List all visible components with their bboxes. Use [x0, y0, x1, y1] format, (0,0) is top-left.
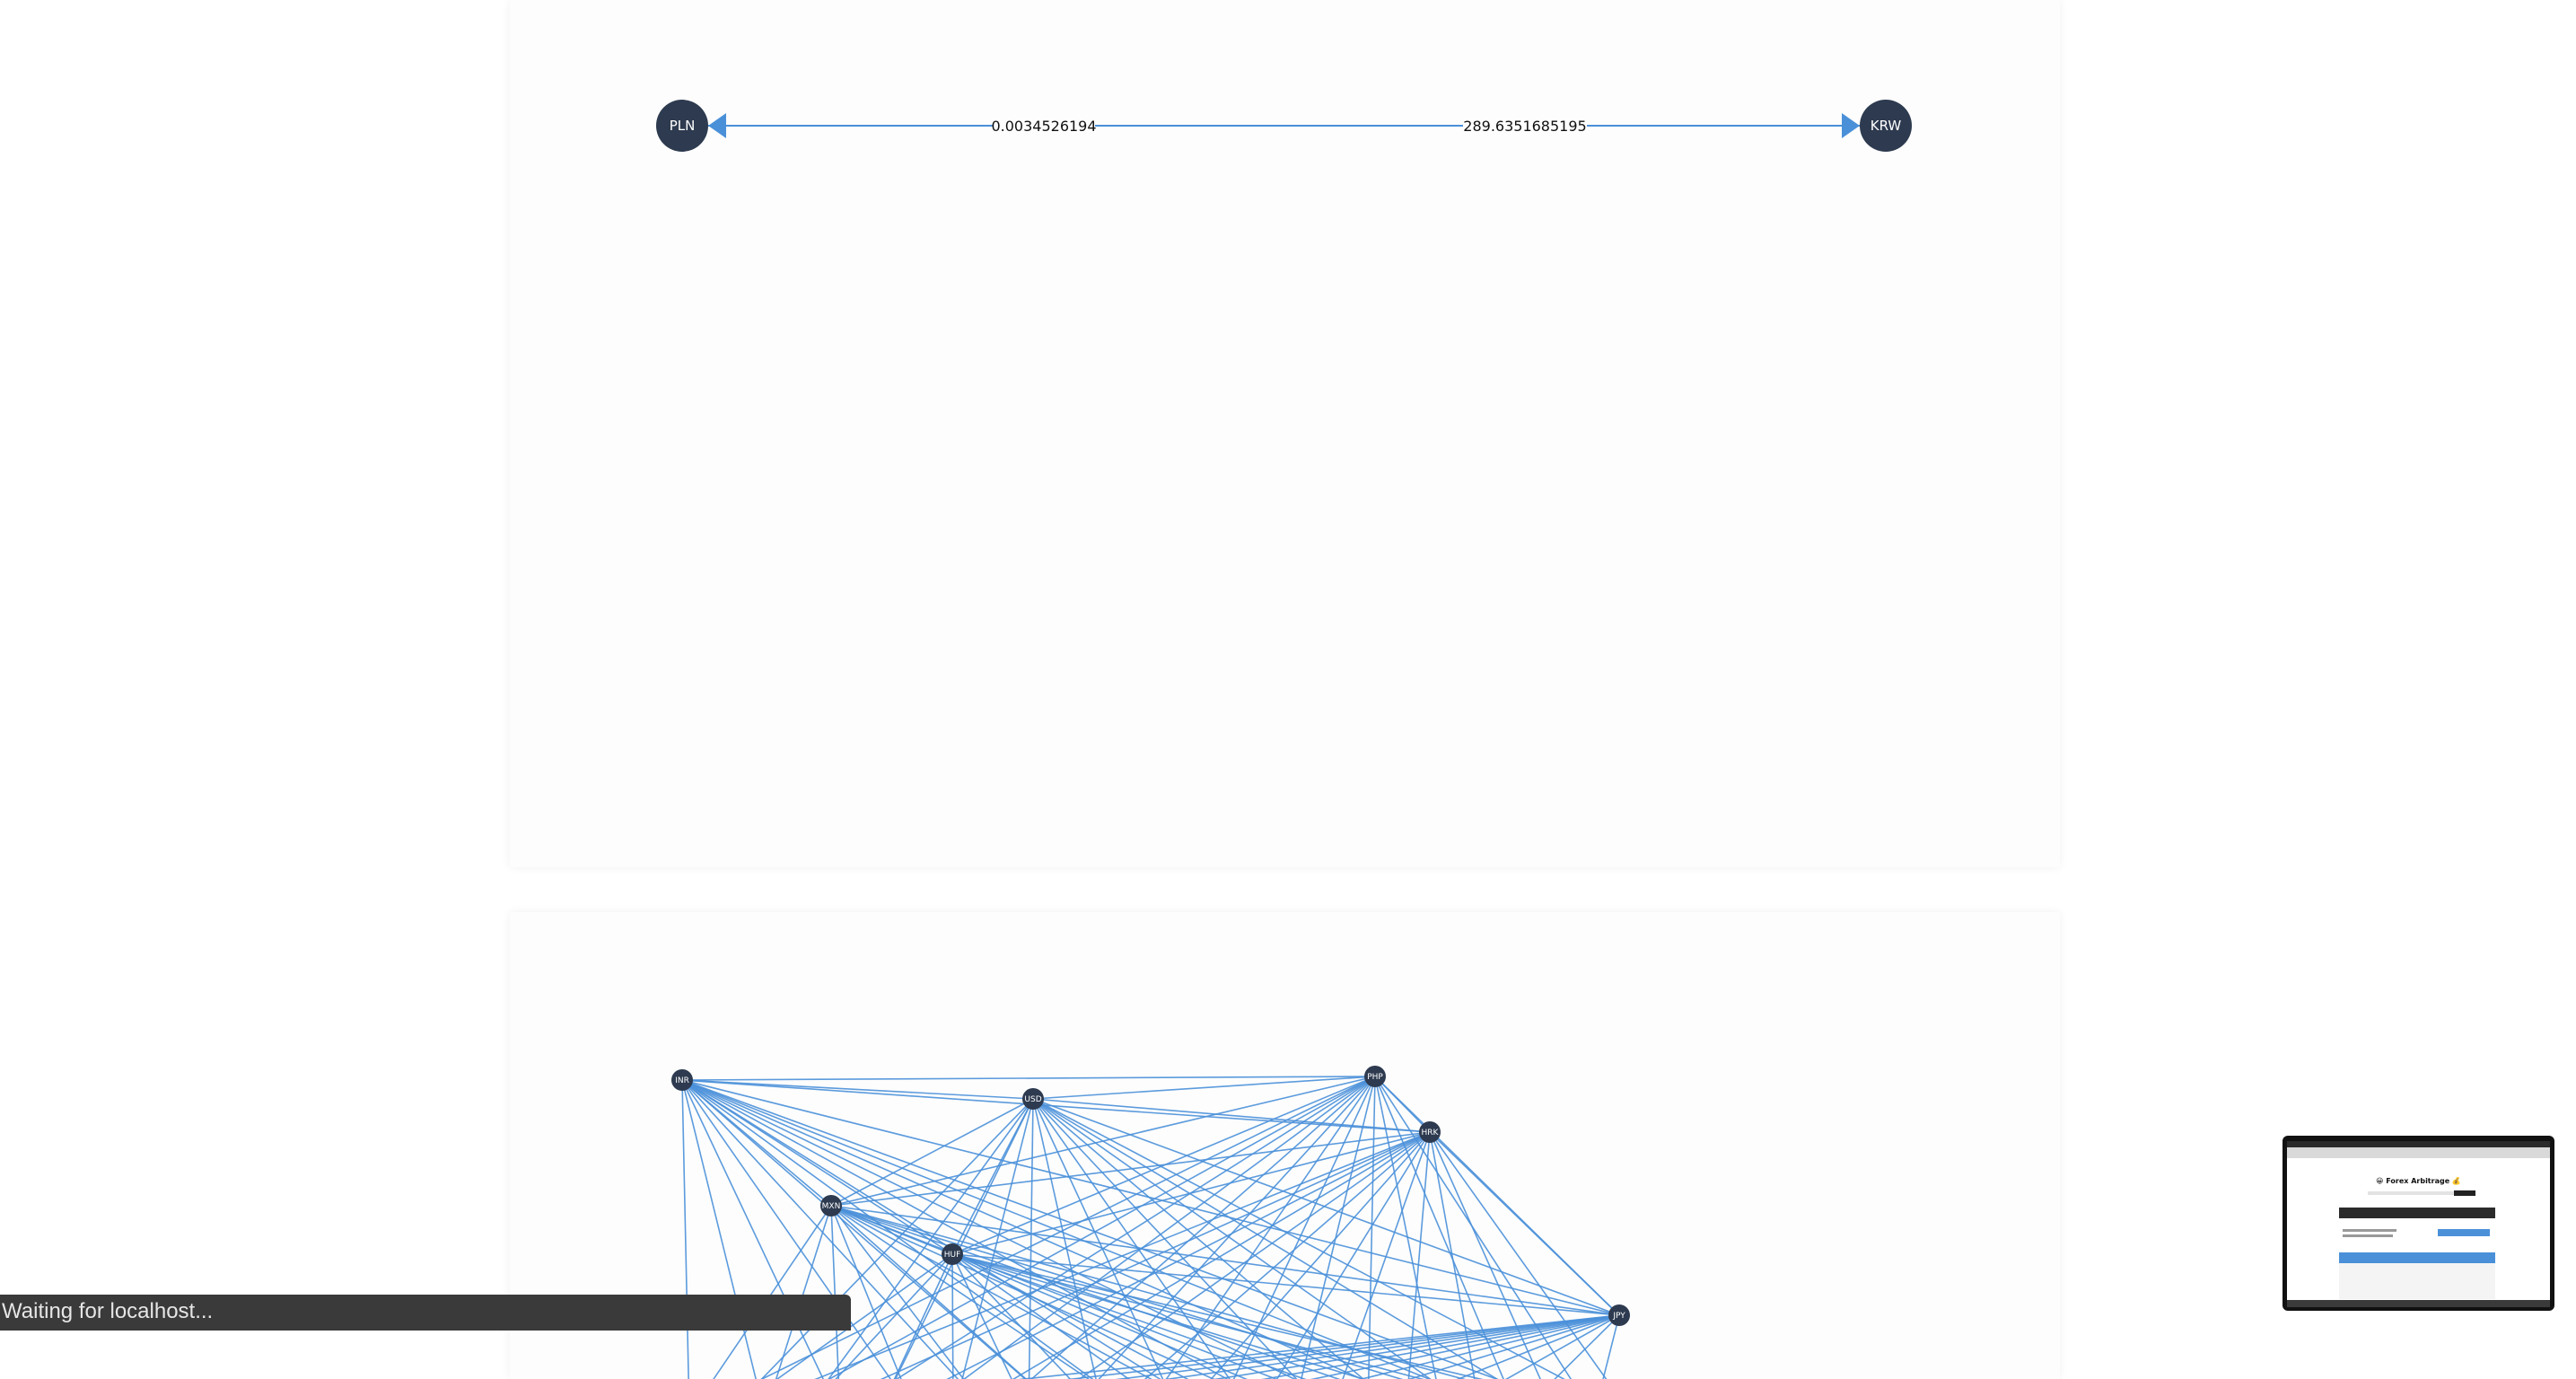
graph-edge — [681, 1079, 689, 1379]
node-mxn[interactable]: MXN — [820, 1195, 842, 1217]
graph-edge — [713, 1205, 832, 1379]
graph-edge — [830, 1098, 1034, 1207]
thumb-dock — [2287, 1300, 2550, 1307]
graph-edge — [830, 1205, 1404, 1379]
browser-status-bar: Waiting for localhost... — [0, 1295, 851, 1331]
graph-edge — [681, 1079, 1034, 1100]
graph-edge — [1032, 1098, 1431, 1133]
graph-edge — [681, 1079, 892, 1379]
graph-edge — [681, 1079, 825, 1379]
thumb-menu-bar — [2287, 1141, 2550, 1147]
graph-edge — [830, 1205, 1215, 1379]
thumb-button — [2454, 1190, 2475, 1196]
edge-label-bg — [993, 115, 1095, 136]
graph-edge — [830, 1205, 1028, 1379]
graph-edge — [951, 1253, 1620, 1316]
thumbnail-content: 😀 Forex Arbitrage 💰 — [2287, 1141, 2550, 1307]
node-label-inr: INR — [675, 1076, 689, 1085]
currency-graph-pln-krw[interactable]: 0.0034526194 289.6351685195 PLN KRW — [510, 0, 2060, 867]
node-label-jpy: JPY — [1612, 1312, 1625, 1321]
graph-edge — [1374, 1076, 1437, 1379]
thumb-input — [2368, 1191, 2454, 1195]
graph-edge — [951, 1253, 954, 1379]
graph-edge — [830, 1205, 1091, 1379]
graph-edge — [1032, 1076, 1376, 1100]
graph-edge — [830, 1205, 1620, 1316]
thumb-panel — [2339, 1263, 2495, 1299]
graph-edge — [830, 1205, 1278, 1379]
arrowhead-to-krw — [1842, 113, 1860, 138]
node-pln[interactable]: PLN — [656, 100, 708, 152]
node-php[interactable]: PHP — [1364, 1066, 1386, 1087]
node-label-huf: HUF — [944, 1251, 961, 1260]
thumb-browser-toolbar — [2287, 1147, 2550, 1158]
node-label-pln: PLN — [670, 118, 696, 134]
graph-edge — [681, 1079, 1431, 1133]
graph-edge — [830, 1205, 902, 1379]
edge-label-krw-to-pln: 0.0034526194 — [991, 118, 1096, 135]
graph-edge — [830, 1205, 965, 1379]
graph-edge — [1032, 1098, 1365, 1379]
graph-edge — [830, 1205, 1152, 1379]
screenshot-thumbnail-preview[interactable]: 😀 Forex Arbitrage 💰 — [2282, 1136, 2554, 1311]
graph-edge — [1429, 1131, 1620, 1316]
arrowhead-to-pln — [708, 113, 726, 138]
graph-edge — [830, 1205, 840, 1379]
edge-label-pln-to-krw: 289.6351685195 — [1463, 118, 1586, 135]
graph-edge — [830, 1205, 1467, 1379]
node-huf[interactable]: HUF — [942, 1243, 963, 1265]
graph-card-pln-krw: 0.0034526194 289.6351685195 PLN KRW — [510, 0, 2060, 867]
edge-label-bg — [1463, 115, 1587, 136]
node-krw[interactable]: KRW — [1860, 100, 1912, 152]
node-jpy[interactable]: JPY — [1608, 1304, 1630, 1326]
node-label-mxn: MXN — [822, 1202, 841, 1211]
graph-edge — [681, 1076, 1376, 1081]
thumb-text-line — [2343, 1234, 2393, 1237]
nodes-group: INR USD PHP HRK MXN HUF JPY — [671, 1066, 1630, 1326]
node-inr[interactable]: INR — [671, 1069, 693, 1091]
node-label-hrk: HRK — [1422, 1129, 1440, 1137]
node-usd[interactable]: USD — [1022, 1088, 1044, 1110]
graph-edge — [681, 1079, 1620, 1316]
thumb-section-header — [2339, 1208, 2495, 1218]
node-label-krw: KRW — [1871, 118, 1902, 134]
graph-edge — [1032, 1098, 1620, 1316]
thumb-text-line — [2343, 1229, 2396, 1232]
thumb-page-title: 😀 Forex Arbitrage 💰 — [2376, 1177, 2461, 1185]
thumb-blue-section — [2339, 1252, 2495, 1263]
node-label-php: PHP — [1367, 1073, 1383, 1082]
node-label-usd: USD — [1024, 1095, 1041, 1104]
graph-edge — [830, 1131, 1431, 1207]
thumb-blue-button — [2438, 1229, 2490, 1236]
edges-group — [681, 1076, 1620, 1379]
node-hrk[interactable]: HRK — [1419, 1121, 1441, 1143]
